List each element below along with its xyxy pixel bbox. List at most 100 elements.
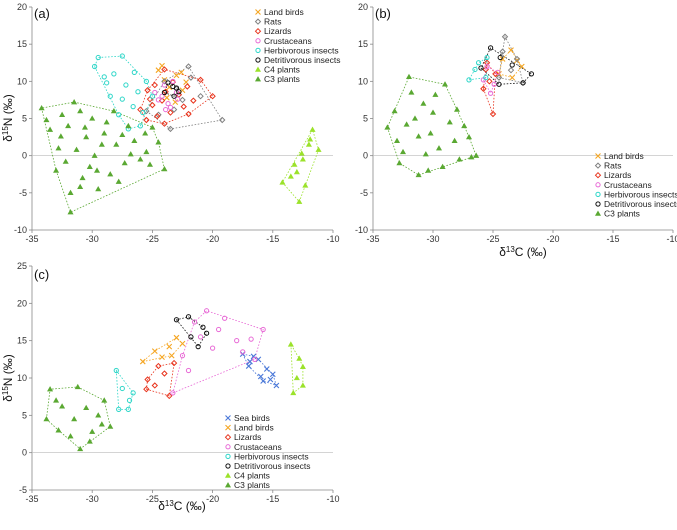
panel-b: -35 -30 -25 -20 -15 -10 -10 -5 0 5 10 15 20 (b) δ13C (…	[355, 2, 677, 259]
a-x-tick-label: -25	[146, 234, 159, 244]
a-x-tick-label: -30	[86, 234, 99, 244]
detritivorous-insects-point	[165, 80, 171, 86]
legend-swatch-lizards	[224, 433, 232, 441]
c3-plants-point	[125, 122, 132, 129]
a-hull-rats	[145, 65, 223, 130]
lizards-point	[155, 362, 162, 370]
c-series-land-birds	[139, 334, 186, 365]
a-series-rats	[143, 63, 226, 133]
crustaceans-point	[203, 308, 210, 314]
lizards-point	[144, 376, 151, 383]
legend-swatch-herbivorous-insects	[595, 191, 601, 198]
rats-point	[507, 66, 515, 74]
c3-plants-point	[43, 415, 50, 422]
c3-plants-point	[55, 145, 62, 151]
herbivorous-insects-point	[466, 77, 472, 83]
a-legend: Land birdsRatsLizardsCrustaceansHerbivor…	[254, 7, 341, 84]
crustaceans-point	[167, 104, 174, 110]
c-y-tick-label: 25	[17, 261, 27, 271]
b-label: (b)	[375, 6, 391, 21]
legend-label-crustaceans: Crustaceans	[264, 36, 312, 46]
detritivorous-insects-point	[185, 314, 192, 320]
crustaceans-point	[484, 63, 490, 70]
c-y-tick-label: 10	[17, 373, 27, 383]
legend-swatch-rats	[254, 18, 262, 25]
crustaceans-point	[260, 326, 266, 333]
y-title-main: δ	[1, 135, 15, 142]
herbivorous-insects-point	[483, 74, 489, 81]
detritivorous-insects-point	[203, 330, 210, 336]
c4-plants-point	[299, 382, 306, 388]
c3-plants-point	[473, 152, 480, 158]
c3-plants-point	[98, 141, 105, 147]
b-x-axis-title: δ13C (‰)	[499, 245, 547, 259]
legend-label-c3-plants: C3 plants	[264, 74, 300, 84]
lizards-point	[190, 97, 197, 104]
crustaceans-point	[215, 326, 222, 333]
c3-plants-point	[113, 141, 120, 147]
rats-point	[499, 48, 506, 55]
herbivorous-insects-point	[101, 74, 107, 80]
x-title-sup: 13	[506, 245, 515, 254]
crustaceans-point	[197, 334, 204, 340]
land-birds-point	[518, 63, 525, 70]
c3-plants-point	[456, 156, 463, 162]
land-birds-point	[179, 340, 186, 347]
a-series-herbivorous-insects	[91, 53, 156, 132]
c3-plants-point	[38, 104, 45, 111]
c3-plants-point	[59, 111, 66, 117]
c3-plants-point	[146, 161, 154, 167]
c3-plants-point	[55, 427, 62, 433]
c4-plants-point	[287, 173, 294, 179]
legend-label-land-birds: Land birds	[234, 423, 274, 433]
c3-plants-point	[77, 183, 84, 190]
sea-birds-point	[260, 378, 267, 384]
herbivorous-insects-point	[143, 78, 150, 84]
detritivorous-insects-point	[478, 65, 484, 71]
a-y-tick-label: 0	[22, 151, 27, 161]
c3-plants-point	[57, 133, 64, 139]
herbivorous-insects-point	[91, 63, 98, 70]
a-y-tick-label: 5	[22, 114, 27, 124]
c3-plants-point	[161, 165, 168, 172]
c-x-tick-label: -35	[25, 494, 38, 504]
lizards-point	[209, 92, 216, 100]
b-series-herbivorous-insects	[466, 54, 490, 83]
legend-label-c4-plants: C4 plants	[234, 471, 270, 481]
lizards-point	[161, 66, 168, 73]
detritivorous-insects-point	[171, 93, 177, 99]
crustaceans-point	[163, 106, 169, 113]
detritivorous-insects-point	[173, 317, 180, 323]
crustaceans-point	[495, 69, 501, 76]
crustaceans-point	[170, 390, 176, 396]
a-hull-c4-plants	[281, 128, 320, 203]
rats-point	[187, 74, 195, 81]
legend-label-lizards: Lizards	[234, 432, 261, 442]
legend-label-herbivorous-insects: Herbivorous insects	[234, 451, 309, 461]
c3-plants-point	[89, 428, 96, 434]
b-hull-c3-plants	[386, 76, 477, 176]
crustaceans-point	[248, 336, 254, 342]
c3-plants-point	[149, 124, 156, 130]
a-y-tick-label: 20	[17, 2, 27, 12]
crustaceans-point	[152, 89, 158, 96]
lizards-point	[151, 382, 159, 389]
c-y-tick-label: 15	[17, 336, 27, 346]
legend-label-lizards: Lizards	[604, 170, 631, 180]
herbivorous-insects-point	[123, 82, 129, 88]
lizards-point	[184, 83, 191, 90]
c3-plants-point	[432, 91, 439, 97]
c4-plants-point	[279, 179, 286, 185]
c-series-lizards	[143, 359, 178, 400]
rats-point	[143, 107, 150, 115]
y-title-main: δ	[1, 395, 15, 402]
a-y-tick-label: 15	[17, 39, 27, 49]
lizards-point	[167, 109, 174, 116]
b-y-tick-label: 20	[358, 2, 368, 12]
y-title-rest: N (‰)	[1, 94, 15, 126]
herbivorous-insects-point	[111, 71, 117, 77]
c4-plants-point	[296, 198, 303, 204]
c3-plants-point	[86, 438, 93, 444]
